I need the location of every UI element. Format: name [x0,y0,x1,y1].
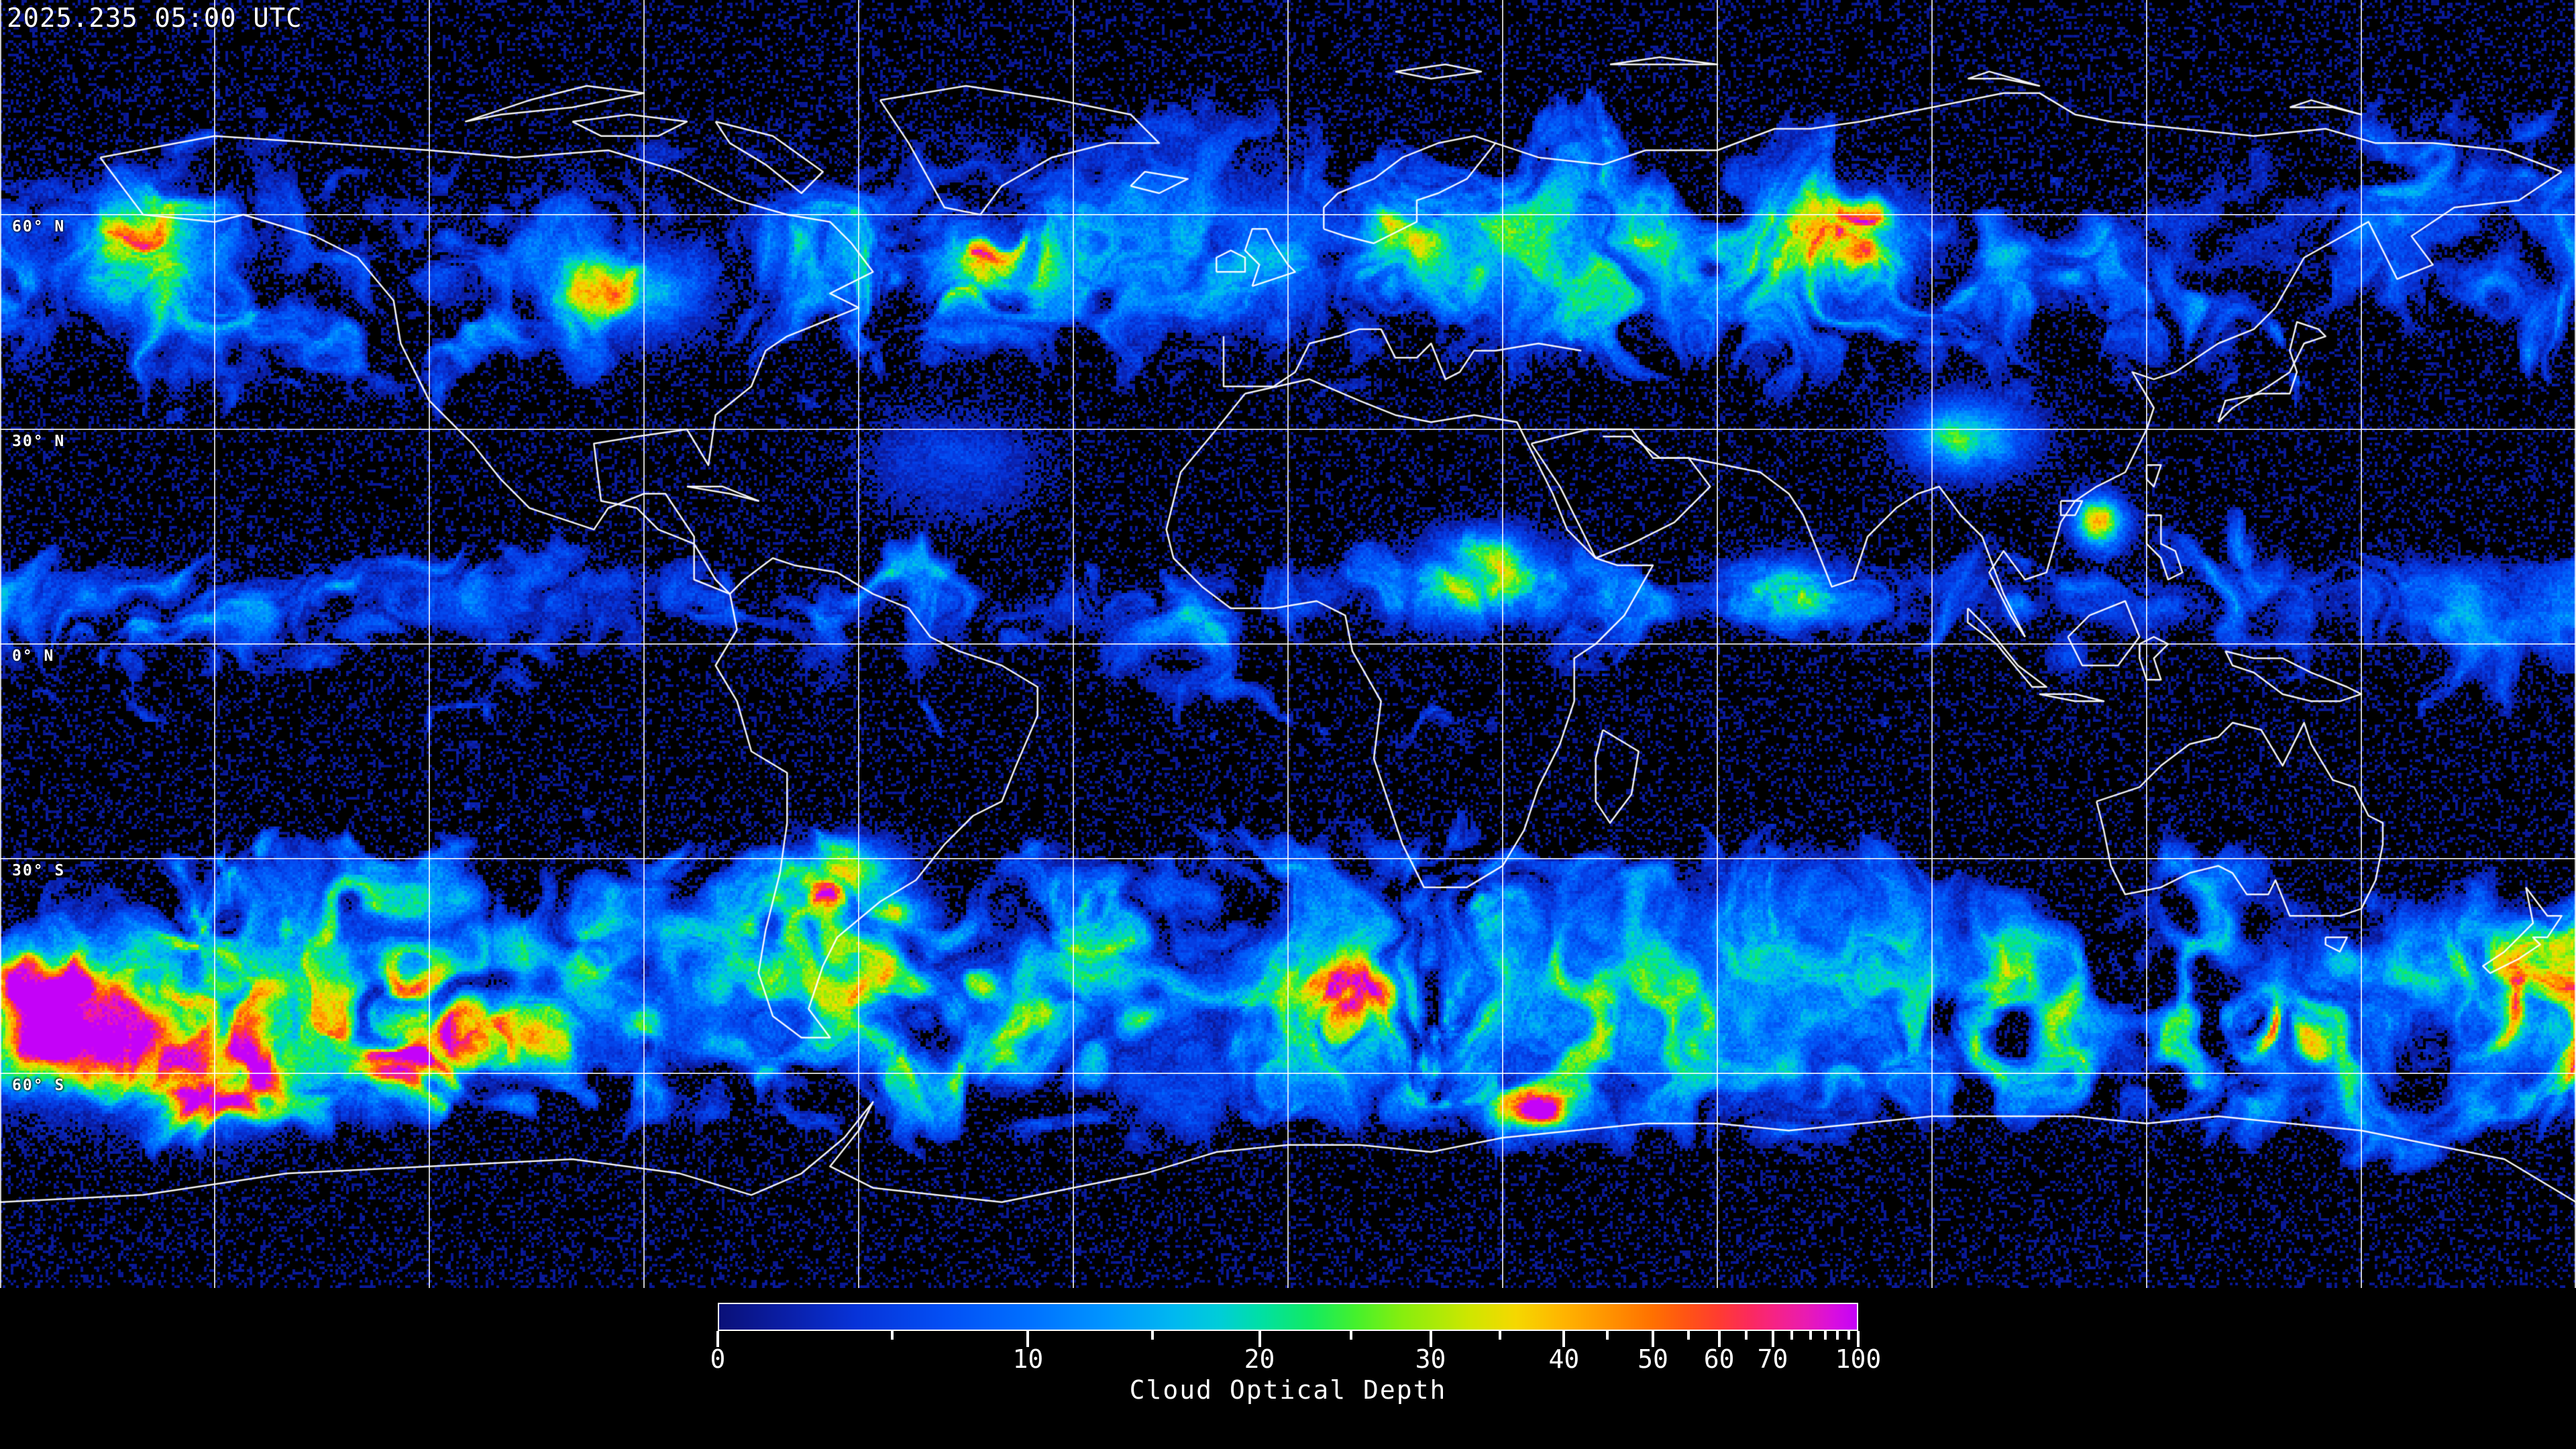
latitude-gridline [0,643,2576,645]
colorbar-title: Cloud Optical Depth [1129,1375,1447,1405]
colorbar-tick-label: 20 [1244,1344,1275,1374]
colorbar-tick-label: 10 [1012,1344,1044,1374]
colorbar-tick-label: 30 [1415,1344,1446,1374]
colorbar-tick-minor [1809,1331,1812,1340]
latitude-label: 60° S [12,1077,66,1094]
colorbar-tick-minor [1349,1331,1352,1340]
colorbar-tick-major [1429,1331,1432,1347]
colorbar-area: 0 10 20 30 40 50 60 70 100 Cloud Optical Depth [0,1288,2576,1449]
colorbar-tick-minor [1606,1331,1609,1340]
colorbar-tick-minor [1847,1331,1851,1340]
latitude-label: 60° N [12,218,66,235]
colorbar-tick-major [1857,1331,1860,1347]
colorbar-tick-minor [1150,1331,1154,1340]
colorbar-tick-label: 0 [710,1344,726,1374]
colorbar-tick-major [716,1331,719,1347]
latitude-gridline [0,214,2576,215]
colorbar-tick-major [1562,1331,1566,1347]
colorbar-tick-major [1258,1331,1261,1347]
colorbar-tick-major [1771,1331,1774,1347]
colorbar-tick-label: 100 [1835,1344,1882,1374]
world-cloud-map: 60° N 30° N 0° N 30° S 60° S 2025.235 05:00 … [0,0,2576,1288]
colorbar-tick-label: 70 [1757,1344,1788,1374]
colorbar-tick-minor [1790,1331,1794,1340]
colorbar-tick-label: 50 [1638,1344,1668,1374]
colorbar-tick-major [1026,1331,1030,1347]
latitude-gridline [0,429,2576,430]
latitude-label: 30° N [12,433,66,450]
latitude-gridline [0,1073,2576,1074]
colorbar-tick-major [1717,1331,1721,1347]
colorbar-tick-minor [891,1331,894,1340]
colorbar-tick-major [1652,1331,1654,1347]
latitude-gridline [0,858,2576,859]
colorbar-gradient [718,1303,1858,1331]
latitude-label: 0° N [12,647,55,665]
timestamp: 2025.235 05:00 UTC [7,3,303,34]
colorbar-tick-minor [1836,1331,1839,1340]
colorbar-tick-label: 60 [1703,1344,1735,1374]
colorbar-tick-minor [1823,1331,1827,1340]
colorbar-tick-minor [1745,1331,1748,1340]
colorbar-tick-minor [1499,1331,1502,1340]
latitude-label: 30° S [12,862,66,879]
colorbar-tick-label: 40 [1548,1344,1580,1374]
colorbar-tick-minor [1686,1331,1690,1340]
